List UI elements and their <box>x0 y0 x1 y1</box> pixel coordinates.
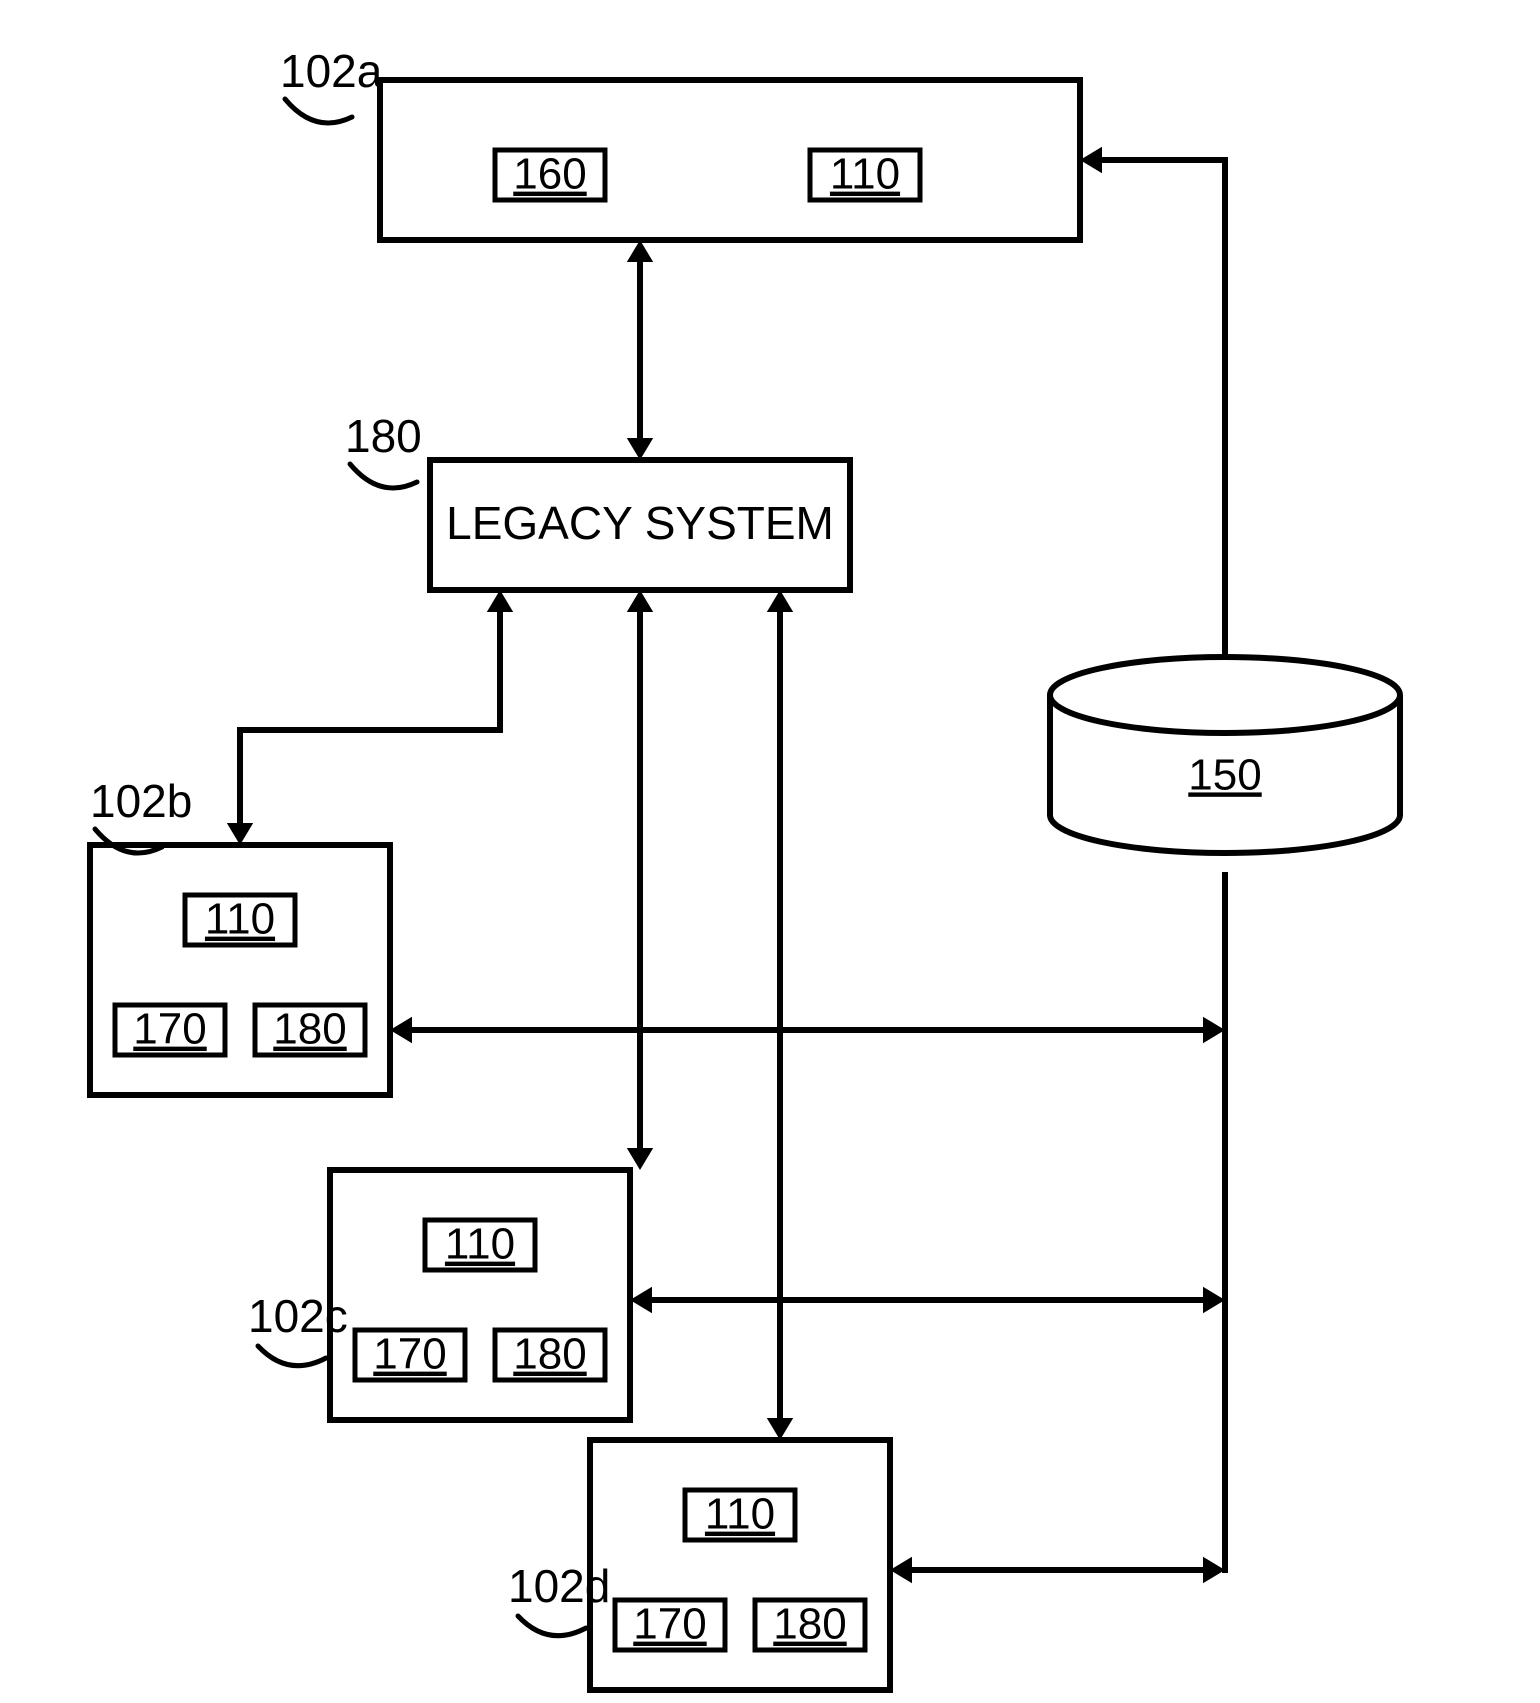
svg-text:180: 180 <box>273 1005 346 1054</box>
svg-text:102a: 102a <box>280 45 383 97</box>
svg-text:102d: 102d <box>508 1560 610 1612</box>
svg-text:180: 180 <box>345 410 422 462</box>
svg-text:160: 160 <box>513 150 586 199</box>
svg-text:110: 110 <box>830 150 900 199</box>
svg-text:180: 180 <box>773 1600 846 1649</box>
svg-text:170: 170 <box>373 1330 446 1379</box>
svg-text:110: 110 <box>705 1490 775 1539</box>
svg-text:150: 150 <box>1188 750 1261 799</box>
svg-text:102c: 102c <box>248 1290 348 1342</box>
svg-text:170: 170 <box>133 1005 206 1054</box>
svg-text:170: 170 <box>633 1600 706 1649</box>
svg-text:110: 110 <box>205 895 275 944</box>
svg-text:102b: 102b <box>90 775 192 827</box>
svg-text:110: 110 <box>445 1220 515 1269</box>
svg-text:LEGACY SYSTEM: LEGACY SYSTEM <box>446 497 834 549</box>
svg-text:180: 180 <box>513 1330 586 1379</box>
